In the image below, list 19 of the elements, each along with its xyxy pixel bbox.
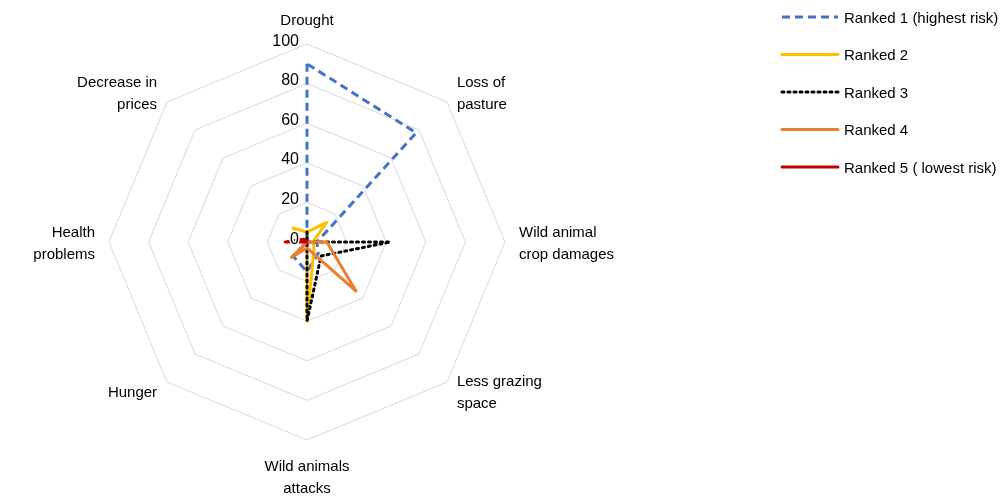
legend-label: Ranked 2 xyxy=(844,46,909,63)
y-tick-label: 80 xyxy=(281,71,300,89)
spoke-label: Wild animals attacks xyxy=(264,456,350,496)
y-tick-label: 60 xyxy=(281,110,300,128)
y-tick-label: 100 xyxy=(272,31,300,49)
legend-label: Ranked 4 xyxy=(844,121,909,138)
spoke-label: Health problems xyxy=(33,222,95,262)
spoke-label: Decrease in prices xyxy=(77,72,158,112)
spoke-label: Drought xyxy=(280,10,335,28)
y-tick-label: 20 xyxy=(281,189,300,207)
legend-label: Ranked 3 xyxy=(844,83,909,101)
spoke-label: Less grazing space xyxy=(456,372,542,412)
spoke-label: Hunger xyxy=(107,383,158,401)
legend-label: Ranked 1 (highest risk) xyxy=(844,8,999,26)
spoke-label: Wild animal crop damages xyxy=(519,222,615,262)
y-tick-label: 0 xyxy=(290,229,300,247)
spoke-label: Loss of pasture xyxy=(456,72,507,112)
y-tick-label: 40 xyxy=(281,150,300,168)
legend-label: Ranked 5 ( lowest risk) xyxy=(844,158,997,176)
